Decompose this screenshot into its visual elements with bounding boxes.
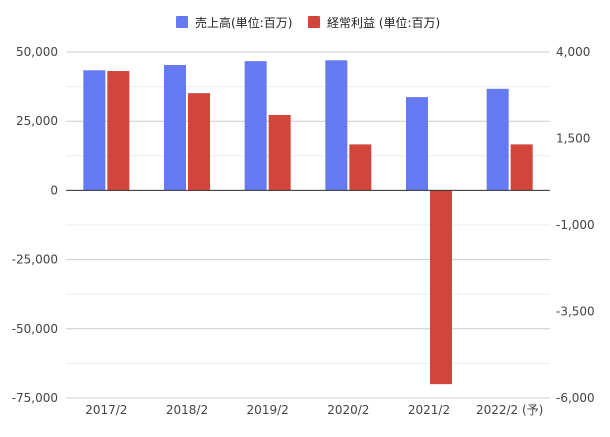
legend-swatch-ordinary-profit bbox=[308, 16, 320, 28]
bar-sales bbox=[164, 65, 186, 191]
bar-ordinary-profit bbox=[107, 71, 130, 191]
bar-sales bbox=[244, 61, 267, 191]
x-tick-label: 2022/2 (予) bbox=[476, 403, 543, 417]
bar-ordinary-profit bbox=[349, 144, 372, 191]
y-left-tick-label: 25,000 bbox=[16, 114, 58, 128]
y-right-tick-label: -3,500 bbox=[556, 305, 595, 319]
x-tick-label: 2021/2 bbox=[408, 403, 450, 417]
y-right-tick-label: 1,500 bbox=[556, 132, 590, 146]
legend-item-sales: 売上高(単位:百万) bbox=[176, 14, 292, 30]
bar-sales bbox=[325, 60, 348, 191]
y-left-tick-label: -25,000 bbox=[12, 253, 58, 267]
y-right-tick-label: -1,000 bbox=[556, 218, 595, 232]
legend-label-sales: 売上高(単位:百万) bbox=[195, 15, 293, 30]
y-right-tick-label: 4,000 bbox=[556, 45, 590, 59]
y-left-tick-label: -75,000 bbox=[12, 391, 58, 405]
y-right-tick-label: -6,000 bbox=[556, 391, 595, 405]
legend-label-ordinary-profit: 経常利益 (単位:百万) bbox=[327, 15, 441, 30]
x-tick-label: 2020/2 bbox=[327, 403, 369, 417]
bar-sales bbox=[486, 88, 509, 191]
bar-ordinary-profit bbox=[430, 190, 452, 385]
legend-swatch-sales bbox=[176, 16, 188, 28]
bar-sales bbox=[83, 70, 106, 191]
bar-ordinary-profit bbox=[268, 114, 291, 191]
x-tick-label: 2019/2 bbox=[247, 403, 289, 417]
bar-ordinary-profit bbox=[510, 144, 533, 191]
y-left-tick-label: -50,000 bbox=[12, 322, 58, 336]
x-tick-label: 2018/2 bbox=[166, 403, 208, 417]
y-left-tick-label: 50,000 bbox=[16, 45, 58, 59]
bar-ordinary-profit bbox=[188, 93, 210, 191]
y-left-tick-label: 0 bbox=[50, 183, 58, 197]
x-tick-label: 2017/2 bbox=[85, 403, 127, 417]
bar-sales bbox=[406, 97, 428, 191]
legend-item-ordinary-profit: 経常利益 (単位:百万) bbox=[308, 14, 440, 30]
